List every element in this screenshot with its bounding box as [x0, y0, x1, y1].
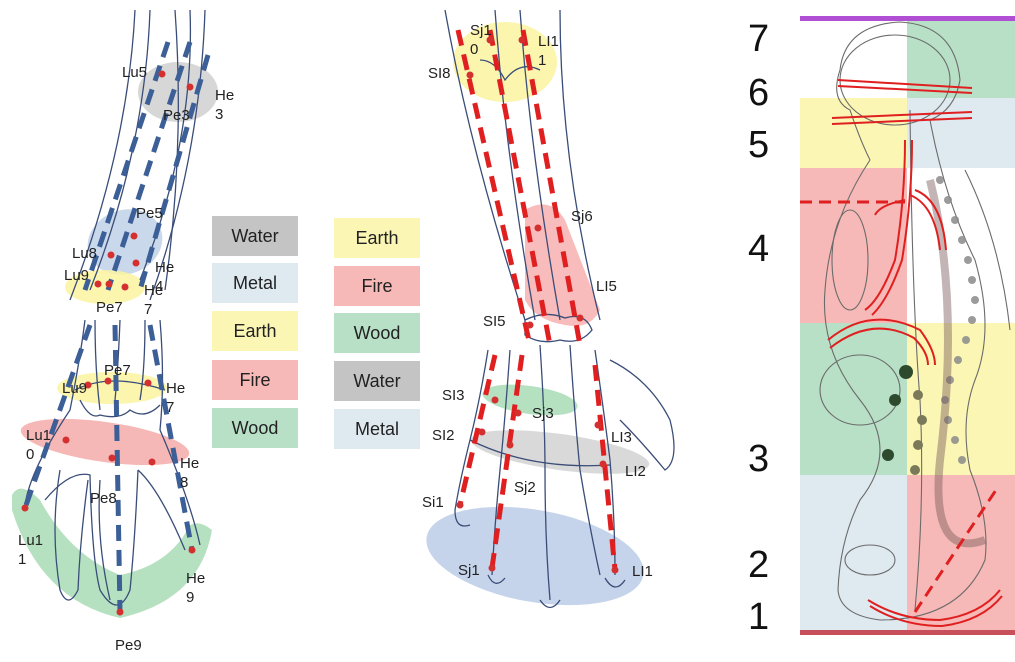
- label-he3: He 3: [215, 87, 234, 123]
- zone-fire-forearm: [525, 204, 600, 326]
- zone-earth-wrist: [57, 372, 167, 404]
- label-pe5: Pe5: [136, 205, 163, 222]
- label-pe7a: Pe7: [96, 299, 123, 316]
- spine-panel: [800, 16, 1015, 635]
- palm-meridians: [22, 41, 211, 613]
- legend-label: Metal: [354, 418, 399, 439]
- label-sj2: Sj2: [514, 479, 536, 496]
- palm-points: [21, 70, 196, 616]
- scale-6: 6: [748, 72, 770, 114]
- legend-label: Wood: [353, 322, 401, 343]
- label-he7a: He 7: [144, 282, 163, 318]
- label-li2: LI2: [625, 463, 646, 480]
- legend-left-water: Water: [212, 216, 298, 256]
- label-sj10: Sj1 0: [470, 22, 492, 58]
- label-pe8: Pe8: [90, 490, 117, 507]
- band-5-metal: [907, 98, 1015, 168]
- small-intestine-meridian-upper: [455, 29, 533, 346]
- top-bar: [800, 16, 1015, 21]
- scale-3: 3: [748, 438, 770, 480]
- label-lu9b: Lu9: [62, 380, 87, 397]
- legend-label: Earth: [355, 227, 399, 248]
- large-intestine-meridian-lower: [592, 364, 618, 571]
- label-he8: He 8: [180, 455, 199, 491]
- label-pe7b: Pe7: [104, 362, 131, 379]
- label-li1: LI1: [632, 563, 653, 580]
- large-intestine-meridian-upper: [520, 29, 583, 346]
- label-lu9: Lu9: [64, 267, 89, 284]
- zone-metal-fingers: [426, 506, 644, 606]
- label-si2: SI2: [432, 427, 455, 444]
- legend-right-wood: Wood: [334, 313, 420, 353]
- scale-7: 7: [748, 18, 770, 60]
- label-lu5: Lu5: [122, 64, 147, 81]
- legend-label: Water: [353, 370, 401, 391]
- label-pe9: Pe9: [115, 637, 142, 654]
- label-sj3: Sj3: [532, 405, 554, 422]
- legend-right-fire: Fire: [334, 266, 420, 306]
- sanjiao-meridian-lower: [489, 354, 525, 569]
- label-he9: He 9: [186, 570, 205, 606]
- back-points: [456, 36, 619, 574]
- label-si8: SI8: [428, 65, 451, 82]
- legend-label: Fire: [361, 275, 393, 296]
- legend-right-earth: Earth: [334, 218, 420, 258]
- label-si1: Si1: [422, 494, 444, 511]
- spine-red-lines: [827, 79, 1003, 628]
- legend-label: Metal: [232, 272, 277, 293]
- back-arm: Sj1 0 LI1 1 SI8 Sj6 LI5 SI5 SI3 Sj3 SI2 LI…: [422, 9, 675, 609]
- label-sj1: Sj1: [458, 562, 480, 579]
- legend-right-metal: Metal: [334, 409, 420, 449]
- label-pe3: Pe3: [163, 107, 190, 124]
- heart-meridian-lower: [147, 324, 195, 551]
- label-si3: SI3: [442, 387, 465, 404]
- palm-arm: Lu5 Pe3 He 3 Pe5 Lu8 Lu9 He 4 Pe7 He 7 Pe7 …: [12, 9, 234, 654]
- legend-left-earth: Earth: [212, 311, 298, 351]
- label-li11: LI1 1: [538, 33, 559, 69]
- legend-label: Fire: [239, 369, 271, 390]
- label-li5: LI5: [596, 278, 617, 295]
- label-he7b: He 7: [166, 380, 185, 416]
- label-si5: SI5: [483, 313, 506, 330]
- zone-earth-wrist-upper: [65, 270, 145, 304]
- legend-label: Wood: [231, 417, 279, 438]
- legend-left-metal: Metal: [212, 263, 298, 303]
- sanjiao-meridian-upper: [487, 29, 553, 346]
- scale-1: 1: [748, 596, 770, 638]
- zone-wood-fingers: [12, 488, 212, 618]
- label-lu11: Lu1 1: [18, 532, 43, 568]
- heart-meridian-upper: [137, 54, 211, 291]
- band-5-earth: [800, 98, 907, 168]
- band-7-6-wood: [907, 20, 1015, 98]
- scale-5: 5: [748, 124, 770, 166]
- small-intestine-meridian-lower: [457, 354, 498, 506]
- band-4-fire: [800, 168, 907, 323]
- label-lu8: Lu8: [72, 245, 97, 262]
- legend-label: Earth: [233, 320, 277, 341]
- legend-left-fire: Fire: [212, 360, 298, 400]
- band-3-earth: [907, 323, 1015, 475]
- lung-meridian-upper: [82, 41, 171, 291]
- label-sj6: Sj6: [571, 208, 593, 225]
- label-lu10: Lu1 0: [26, 427, 51, 463]
- legend-right-water: Water: [334, 361, 420, 401]
- bottom-bar: [800, 630, 1015, 635]
- scale-4: 4: [748, 228, 770, 270]
- zone-fire-palm: [20, 418, 190, 466]
- label-he4: He 4: [155, 259, 174, 295]
- pericardium-meridian-upper: [105, 41, 193, 291]
- back-meridians: [455, 29, 618, 571]
- pericardium-meridian-lower: [112, 324, 123, 613]
- legend-label: Water: [231, 225, 279, 246]
- band-2-metal: [800, 475, 907, 632]
- label-li3: LI3: [611, 429, 632, 446]
- legend-left-wood: Wood: [212, 408, 298, 448]
- scale-2: 2: [748, 544, 770, 586]
- band-2-fire: [907, 475, 1015, 632]
- lung-meridian-lower: [22, 324, 93, 509]
